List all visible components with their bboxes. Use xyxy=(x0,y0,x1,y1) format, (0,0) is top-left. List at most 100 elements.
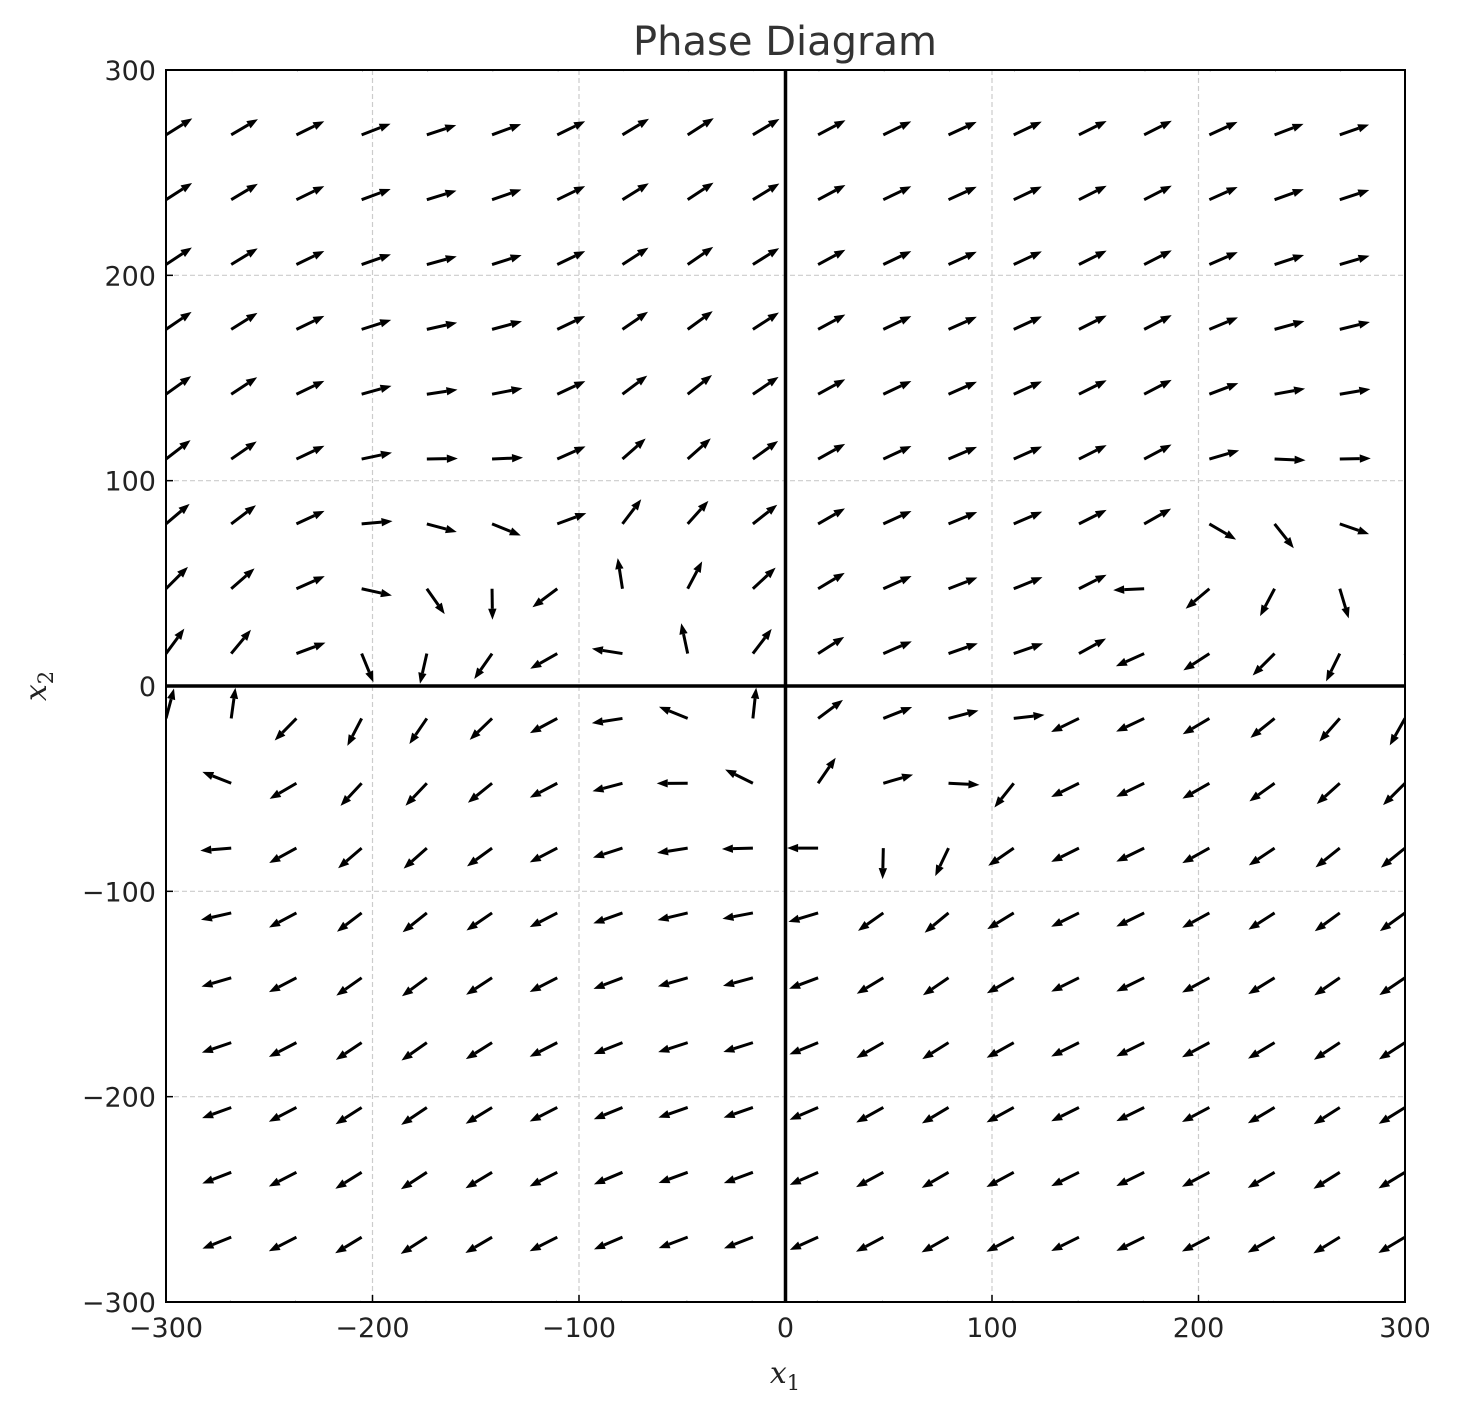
arrow-shaft xyxy=(281,717,298,734)
arrow-head xyxy=(656,779,668,788)
arrow-shaft xyxy=(556,319,576,331)
arrow-shaft xyxy=(798,976,819,987)
x-axis-label-main: x xyxy=(770,1356,787,1391)
vector-arrow xyxy=(721,844,753,853)
arrow-shaft xyxy=(1125,1106,1145,1118)
x-tick-label: −100 xyxy=(542,1313,616,1344)
arrow-head xyxy=(465,1243,477,1253)
arrow-shaft xyxy=(621,380,640,396)
arrow-shaft xyxy=(817,188,837,202)
vector-arrow xyxy=(1404,327,1405,330)
arrow-head xyxy=(180,311,192,322)
arrow-shaft xyxy=(1191,911,1211,924)
arrow-head xyxy=(1248,1049,1260,1059)
arrow-shaft xyxy=(1329,652,1342,673)
arrow-shaft xyxy=(410,846,428,863)
arrow-shaft xyxy=(1010,1300,1014,1302)
arrow-head xyxy=(574,512,587,521)
vector-arrow xyxy=(1405,58,1434,70)
vector-arrow xyxy=(1404,522,1405,524)
vector-arrow xyxy=(529,781,558,798)
vector-arrow xyxy=(268,1170,298,1187)
arrow-head xyxy=(856,984,869,994)
arrow-shaft xyxy=(817,124,837,137)
vector-arrow xyxy=(489,1300,493,1302)
arrow-shaft xyxy=(1322,1041,1341,1055)
arrow-shaft xyxy=(295,645,316,655)
vector-arrow xyxy=(202,1235,232,1249)
arrow-shaft xyxy=(426,522,447,531)
arrow-shaft xyxy=(930,1041,950,1055)
arrow-head xyxy=(446,454,458,463)
arrow-shaft xyxy=(1125,1170,1145,1183)
arrow-head xyxy=(1357,526,1370,535)
vector-arrow xyxy=(295,186,325,202)
arrow-shaft xyxy=(603,911,623,922)
arrow-head xyxy=(1358,386,1371,396)
arrow-shaft xyxy=(166,636,180,655)
vector-arrow xyxy=(465,1171,493,1189)
vector-arrow xyxy=(1274,70,1279,72)
arrow-shaft xyxy=(1325,717,1341,735)
arrow-shaft xyxy=(556,384,577,396)
arrow-shaft xyxy=(817,577,837,591)
vector-arrow xyxy=(1078,445,1107,461)
vector-arrow xyxy=(1051,781,1080,798)
vector-arrow xyxy=(621,183,649,201)
vector-arrow xyxy=(621,375,648,396)
arrow-head xyxy=(965,381,977,391)
vector-arrow xyxy=(1274,123,1304,137)
vector-arrow xyxy=(921,1235,950,1253)
vector-arrow xyxy=(1339,124,1370,137)
arrow-head xyxy=(593,915,606,924)
arrow-shaft xyxy=(1125,911,1145,924)
arrow-shaft xyxy=(474,1235,493,1249)
arrow-head xyxy=(403,858,415,869)
arrow-shaft xyxy=(751,574,769,590)
arrow-head xyxy=(1116,1112,1129,1122)
arrow-shaft xyxy=(1274,389,1295,396)
arrow-head xyxy=(530,659,542,669)
arrow-shaft xyxy=(1256,1235,1276,1249)
vector-arrow xyxy=(882,576,912,591)
vector-arrow xyxy=(491,123,522,137)
arrow-head xyxy=(445,525,457,534)
arrow-head xyxy=(966,709,979,718)
arrow-head xyxy=(593,1176,606,1185)
vector-arrow xyxy=(1116,1235,1145,1251)
arrow-head xyxy=(313,56,325,65)
arrow-head xyxy=(1094,509,1107,519)
vector-arrow xyxy=(723,1041,754,1053)
vector-arrow xyxy=(817,185,846,202)
vector-arrow xyxy=(1313,1171,1341,1189)
arrow-shaft xyxy=(538,1041,558,1054)
vector-arrow xyxy=(1078,638,1107,655)
vector-arrow xyxy=(1247,1106,1276,1124)
arrow-head xyxy=(922,1049,934,1060)
vector-arrow xyxy=(1182,911,1211,928)
arrow-shaft xyxy=(1387,976,1405,991)
arrow-head xyxy=(335,1050,348,1060)
arrow-head xyxy=(1411,669,1420,681)
arrow-head xyxy=(203,1306,215,1314)
arrow-head xyxy=(988,856,1000,866)
arrow-head xyxy=(200,913,213,922)
arrow-head xyxy=(269,853,281,863)
vector-arrow xyxy=(529,1170,558,1187)
arrow-shaft xyxy=(556,449,577,461)
vector-arrow xyxy=(922,976,950,996)
vector-arrow xyxy=(1051,1170,1080,1187)
arrow-head xyxy=(1094,315,1107,325)
arrow-shaft xyxy=(166,1042,167,1045)
arrow-head xyxy=(400,1179,413,1190)
arrow-shaft xyxy=(1125,1041,1145,1053)
vector-arrow xyxy=(467,846,493,867)
arrow-shaft xyxy=(1323,846,1341,862)
vector-arrow xyxy=(166,688,176,719)
vector-arrow xyxy=(529,717,558,734)
x-axis-label: x1 xyxy=(770,1356,800,1395)
arrow-shaft xyxy=(538,976,558,989)
vector-arrow xyxy=(1116,717,1145,732)
vector-arrow xyxy=(591,716,623,726)
